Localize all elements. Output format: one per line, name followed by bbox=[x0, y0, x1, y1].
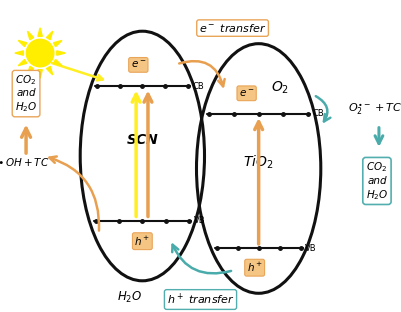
Text: $h^+$ transfer: $h^+$ transfer bbox=[167, 292, 234, 307]
Polygon shape bbox=[15, 51, 23, 55]
FancyArrowPatch shape bbox=[172, 245, 231, 273]
Text: $TiO_2$: $TiO_2$ bbox=[243, 154, 274, 171]
Text: CB: CB bbox=[192, 82, 204, 90]
Text: $H_2O$: $H_2O$ bbox=[117, 290, 142, 305]
Polygon shape bbox=[28, 31, 34, 40]
Text: $e^-$ transfer: $e^-$ transfer bbox=[199, 22, 266, 34]
Text: $CO_2$
and
$H_2O$: $CO_2$ and $H_2O$ bbox=[15, 73, 37, 114]
Text: CB: CB bbox=[312, 109, 324, 118]
Polygon shape bbox=[18, 60, 27, 66]
Polygon shape bbox=[38, 70, 42, 78]
Polygon shape bbox=[47, 31, 53, 40]
Text: VB: VB bbox=[194, 217, 205, 225]
Polygon shape bbox=[57, 51, 65, 55]
Text: $h^+$: $h^+$ bbox=[134, 235, 150, 248]
Polygon shape bbox=[18, 41, 27, 46]
Text: $CO_2$
and
$H_2O$: $CO_2$ and $H_2O$ bbox=[366, 160, 388, 202]
Polygon shape bbox=[53, 60, 62, 66]
Text: VB: VB bbox=[305, 244, 317, 253]
Polygon shape bbox=[38, 28, 42, 37]
Polygon shape bbox=[53, 41, 62, 46]
Text: $e^-$: $e^-$ bbox=[131, 59, 146, 71]
FancyArrowPatch shape bbox=[49, 156, 99, 231]
Circle shape bbox=[26, 39, 54, 67]
Text: $e^-$: $e^-$ bbox=[239, 88, 254, 99]
Text: $\bullet\,OH + TC$: $\bullet\,OH + TC$ bbox=[0, 156, 49, 168]
Text: $O_2$: $O_2$ bbox=[271, 79, 290, 95]
FancyArrowPatch shape bbox=[179, 61, 225, 86]
Text: $O_2^{\bullet -} + TC$: $O_2^{\bullet -} + TC$ bbox=[348, 101, 401, 117]
FancyArrowPatch shape bbox=[316, 96, 330, 121]
Text: $h^+$: $h^+$ bbox=[247, 261, 263, 274]
Polygon shape bbox=[28, 66, 34, 75]
Text: SCN: SCN bbox=[126, 134, 158, 147]
Polygon shape bbox=[47, 66, 53, 75]
